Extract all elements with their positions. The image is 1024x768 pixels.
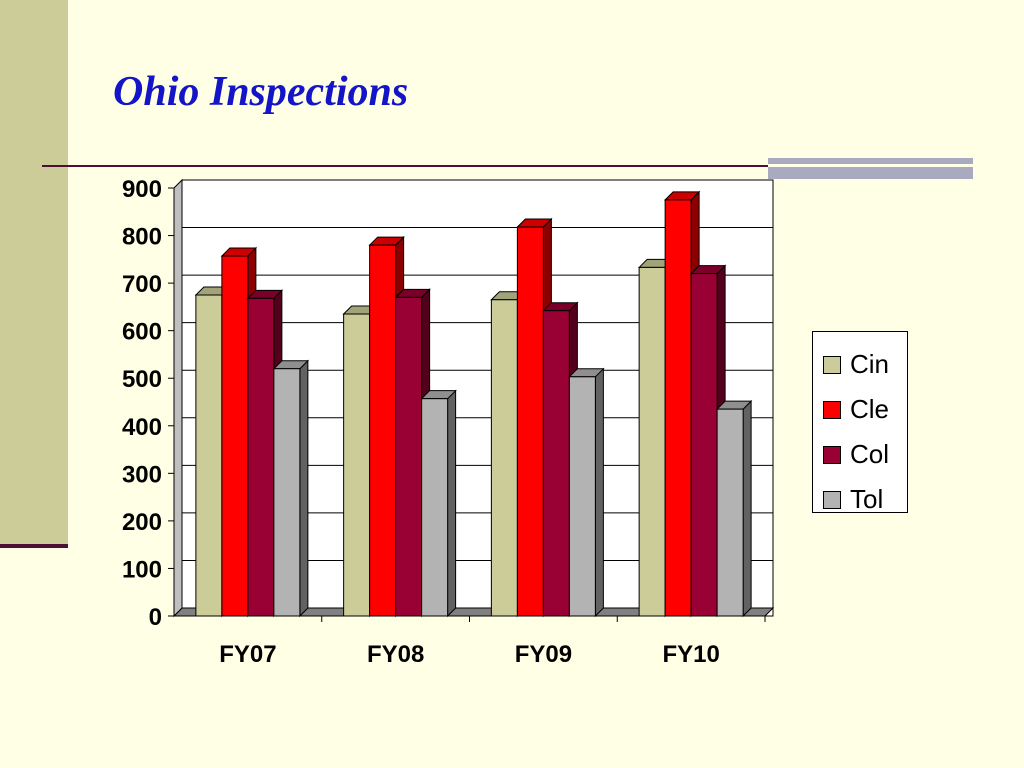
- x-tick-label: FY09: [515, 641, 572, 668]
- legend-swatch-cle: [823, 400, 841, 419]
- legend-item-cin: Cin: [823, 342, 907, 387]
- x-tick-label: FY10: [662, 641, 719, 668]
- legend-item-col: Col: [823, 432, 907, 477]
- bar-tol-fy09-side: [594, 367, 604, 618]
- bar-cin-fy09: [490, 299, 518, 617]
- x-tick-label: FY07: [219, 641, 276, 668]
- bar-tol-fy09: [568, 376, 596, 617]
- left-strip-underline: [0, 544, 68, 548]
- chart-legend: Cin Cle Col Tol: [812, 331, 908, 514]
- bar-tol-fy10: [716, 408, 744, 617]
- y-tick-label: 700: [122, 271, 162, 298]
- y-tick-label: 100: [122, 556, 162, 583]
- y-tick-label: 900: [122, 176, 162, 203]
- legend-label-cin: Cin: [850, 349, 890, 379]
- bar-cin-fy08: [343, 313, 371, 617]
- plot-side-wall: [173, 178, 183, 618]
- y-tick-label: 400: [122, 414, 162, 441]
- y-tick-label: 600: [122, 319, 162, 346]
- y-tick-label: 300: [122, 461, 162, 488]
- legend-swatch-cin: [823, 355, 841, 374]
- legend-swatch-tol: [823, 490, 841, 509]
- legend-label-col: Col: [850, 439, 890, 469]
- legend-item-tol: Tol: [823, 477, 907, 522]
- bar-tol-fy07-side: [299, 359, 309, 618]
- bar-tol-fy08: [421, 398, 449, 617]
- bar-tol-fy08-side: [447, 389, 457, 618]
- y-tick-label: 200: [122, 509, 162, 536]
- bar-col-fy07: [247, 297, 275, 617]
- legend-label-cle: Cle: [850, 394, 890, 424]
- bar-tol-fy07: [273, 368, 301, 617]
- bar-tol-fy10-side: [742, 399, 752, 618]
- x-tick-label: FY08: [367, 641, 424, 668]
- bar-cle-fy07: [221, 255, 249, 617]
- divider-accent-block: [768, 158, 973, 179]
- slide-title: Ohio Inspections: [113, 69, 409, 115]
- left-decorative-strip: [0, 0, 68, 545]
- bar-col-fy08: [395, 296, 423, 617]
- legend-item-cle: Cle: [823, 387, 907, 432]
- bar-cle-fy10: [664, 199, 692, 617]
- y-tick-label: 0: [149, 604, 162, 631]
- y-tick-label: 500: [122, 366, 162, 393]
- y-tick-label: 800: [122, 224, 162, 251]
- bar-col-fy10: [690, 273, 718, 617]
- legend-swatch-col: [823, 445, 841, 464]
- bar-cin-fy10: [638, 266, 666, 617]
- bar-cin-fy07: [195, 294, 223, 617]
- bar-col-fy09: [542, 310, 570, 617]
- bar-cle-fy08: [369, 244, 397, 617]
- title-divider: [42, 165, 972, 167]
- legend-label-tol: Tol: [850, 484, 884, 514]
- bar-cle-fy09: [516, 226, 544, 617]
